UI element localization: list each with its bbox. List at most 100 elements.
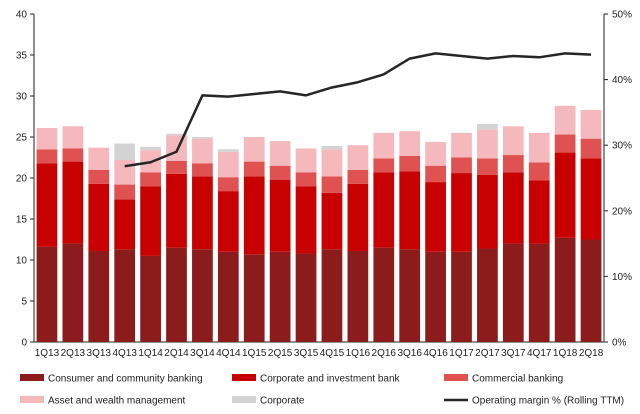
bar-segment-3	[477, 129, 498, 159]
bar-segment-2	[243, 161, 265, 177]
y2-tick-label: 10%	[612, 272, 632, 283]
bar-segment-4	[114, 143, 136, 160]
x-tick-label: 2Q13	[61, 348, 86, 359]
operating-margin-line-layer	[124, 52, 592, 168]
y-tick-label: 0	[21, 338, 27, 349]
legend-swatch	[20, 396, 44, 403]
x-tick-label: 3Q16	[397, 348, 422, 359]
bar-segment-3	[88, 147, 110, 170]
bar-segment-1	[347, 183, 369, 251]
bar-segment-4	[140, 146, 161, 151]
bar-segment-3	[580, 109, 602, 139]
bar-segment-3	[528, 132, 550, 163]
bar-segment-1	[295, 186, 317, 254]
bar-segment-4	[217, 149, 239, 152]
bar-segment-2	[399, 155, 421, 172]
bar-segment-4	[477, 123, 498, 130]
legend-label: Consumer and community banking	[48, 374, 203, 385]
bar-segment-4	[321, 146, 343, 150]
bar-segment-1	[166, 173, 187, 248]
bar-segment-3	[373, 132, 395, 159]
bar-segment-2	[451, 157, 472, 174]
bar-segment-0	[373, 247, 395, 342]
x-tick-label: 3Q14	[190, 348, 215, 359]
legend-swatch	[20, 374, 44, 381]
bar-segment-1	[62, 161, 84, 244]
bar-segment-3	[269, 141, 291, 166]
bar-segment-0	[269, 251, 291, 342]
bar-segment-2	[477, 158, 498, 175]
bar-segment-1	[114, 199, 136, 250]
bar-segment-3	[36, 127, 58, 150]
bar-segment-3	[295, 148, 317, 173]
bar-segment-1	[477, 174, 498, 249]
bar-segment-0	[425, 251, 446, 342]
legend-swatch	[232, 374, 256, 381]
bar-segment-0	[243, 254, 265, 342]
bar-segment-3	[192, 138, 213, 164]
x-tick-label: 1Q18	[553, 348, 578, 359]
bar-segment-2	[347, 169, 369, 184]
bar-segment-0	[88, 250, 110, 342]
bar-segment-3	[114, 159, 136, 185]
y-tick-label: 20	[16, 174, 28, 185]
y2-tick-label: 20%	[612, 206, 632, 217]
x-tick-label: 4Q15	[320, 348, 345, 359]
legend-swatch	[444, 374, 468, 381]
bar-segment-3	[502, 126, 524, 156]
bar-segment-3	[347, 145, 369, 170]
y2-tick-label: 0%	[612, 338, 627, 349]
bar-segment-0	[140, 255, 161, 342]
bar-segment-2	[269, 165, 291, 180]
bar-segment-2	[321, 176, 343, 193]
y-tick-label: 30	[16, 92, 28, 103]
y-tick-label: 5	[21, 297, 27, 308]
bar-segment-2	[36, 149, 58, 164]
x-tick-labels: 1Q13 2Q13 3Q13 4Q13 1Q14 2Q14 3Q14 4Q14 1Q15 2Q15…	[35, 348, 604, 359]
y2-tick-label: 40%	[612, 75, 632, 86]
x-tick-label: 1Q14	[138, 348, 163, 359]
bar-segment-2	[62, 148, 84, 162]
bar-segment-1	[243, 176, 265, 255]
bar-segment-4	[166, 133, 187, 136]
y2-tick-label: 30%	[612, 141, 632, 152]
y2-tick-label: 50%	[612, 10, 632, 21]
bar-segment-2	[114, 184, 136, 200]
bar-segment-0	[295, 253, 317, 342]
legend-label: Asset and wealth management	[48, 396, 186, 407]
bar-segment-4	[192, 137, 213, 139]
bar-segment-0	[399, 249, 421, 342]
bar-segment-1	[451, 173, 472, 252]
bar-segment-2	[554, 134, 576, 153]
operating-margin-line	[124, 52, 592, 168]
bar-segment-1	[528, 180, 550, 244]
y-tick-label: 25	[16, 133, 28, 144]
bar-segment-1	[554, 152, 576, 238]
x-tick-label: 3Q15	[294, 348, 319, 359]
bar-segment-1	[321, 192, 343, 250]
legend: Consumer and community banking Corporate …	[20, 374, 624, 407]
bar-segment-1	[217, 191, 239, 252]
bar-segment-2	[580, 138, 602, 159]
y-tick-label: 15	[16, 215, 28, 226]
legend-swatch	[232, 396, 256, 403]
bar-segment-1	[580, 158, 602, 240]
bar-segment-2	[373, 158, 395, 173]
bar-segment-3	[62, 126, 84, 149]
bar-segment-3	[399, 131, 421, 156]
bar-segment-2	[502, 155, 524, 173]
x-tick-label: 1Q16	[346, 348, 371, 359]
bar-segment-0	[166, 247, 187, 342]
y-tick-label: 40	[16, 10, 28, 21]
bar-segment-2	[425, 165, 446, 183]
bars	[36, 105, 602, 342]
bar-segment-0	[502, 243, 524, 342]
y-tick-label: 35	[16, 51, 28, 62]
bar-segment-2	[140, 172, 161, 187]
x-tick-label: 1Q13	[35, 348, 60, 359]
x-tick-label: 2Q17	[475, 348, 500, 359]
x-tick-label: 4Q17	[527, 348, 552, 359]
bar-segment-0	[580, 239, 602, 342]
bar-segment-3	[166, 135, 187, 161]
